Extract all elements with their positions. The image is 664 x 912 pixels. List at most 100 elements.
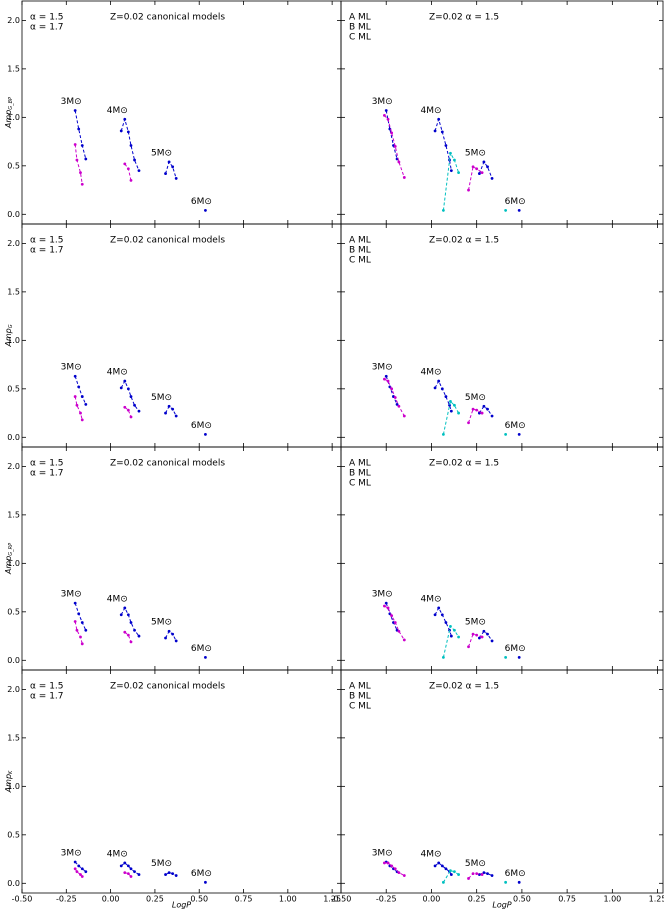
data-point xyxy=(73,601,77,605)
legend-entry: α = 1.7 xyxy=(30,469,64,479)
data-point xyxy=(129,395,133,398)
data-point xyxy=(73,395,77,398)
x-tick-label: 0.75 xyxy=(235,895,253,904)
data-point xyxy=(440,864,444,868)
legend-entry: α = 1.7 xyxy=(30,692,64,702)
mass-label: 5M⊙ xyxy=(465,148,486,158)
y-label-main: Amp xyxy=(4,556,13,575)
data-point xyxy=(475,408,479,412)
mass-label: 3M⊙ xyxy=(372,590,393,600)
mass-label: 3M⊙ xyxy=(61,590,82,600)
data-point xyxy=(123,861,127,865)
data-point xyxy=(467,188,470,192)
y-tick-label: 1.5 xyxy=(7,64,20,73)
y-tick-label: 1.0 xyxy=(7,559,20,568)
y-tick-label: 2.0 xyxy=(7,239,20,248)
x-axis-label: LogP xyxy=(172,901,191,910)
data-point xyxy=(449,634,453,638)
data-point xyxy=(471,165,475,169)
data-point xyxy=(137,409,141,413)
data-point xyxy=(123,630,127,634)
data-point xyxy=(453,628,456,632)
data-point xyxy=(449,151,452,155)
data-point xyxy=(167,629,171,633)
data-point xyxy=(449,624,452,628)
y-tick-label: 1.0 xyxy=(7,336,20,345)
data-point xyxy=(79,873,82,876)
data-point xyxy=(75,870,79,874)
data-point xyxy=(386,606,390,610)
data-point xyxy=(449,409,453,413)
mass-label: 3M⊙ xyxy=(372,363,393,373)
data-point xyxy=(448,158,451,162)
data-point xyxy=(133,870,136,874)
x-tick-label: 0.50 xyxy=(513,895,531,904)
x-tick-label: -0.50 xyxy=(331,895,352,904)
data-point xyxy=(164,411,167,415)
y-tick-label: 1.0 xyxy=(7,113,20,122)
data-point xyxy=(471,632,475,636)
y-tick-label: 0.5 xyxy=(7,384,20,393)
mass-label: 6M⊙ xyxy=(505,197,526,207)
data-point xyxy=(123,405,127,409)
data-point xyxy=(73,109,77,112)
data-point xyxy=(73,620,77,623)
panel-title: Z=0.02 α = 1.5 xyxy=(429,13,499,23)
data-point xyxy=(73,860,77,864)
data-point xyxy=(123,117,127,121)
data-point xyxy=(457,873,460,876)
data-point xyxy=(475,167,479,171)
data-point xyxy=(444,867,448,871)
data-point xyxy=(174,874,178,877)
data-point xyxy=(123,871,127,875)
data-point xyxy=(174,414,178,418)
mass-label: 4M⊙ xyxy=(107,849,128,859)
x-tick-label: 0.25 xyxy=(146,895,164,904)
y-tick-label: 0.5 xyxy=(7,161,20,170)
data-point xyxy=(504,432,508,436)
x-tick-label: 0.25 xyxy=(468,895,486,904)
data-point xyxy=(77,612,81,616)
data-point xyxy=(444,395,448,398)
data-point xyxy=(467,645,470,649)
mass-label: 4M⊙ xyxy=(107,368,128,378)
data-point xyxy=(393,867,397,871)
y-label-sub: G_RP xyxy=(8,543,14,556)
data-point xyxy=(480,171,484,175)
legend-entry: B ML xyxy=(349,246,371,256)
data-point xyxy=(444,621,448,624)
data-point xyxy=(383,861,386,865)
legend-entry: α = 1.7 xyxy=(30,23,64,33)
mass-label: 6M⊙ xyxy=(191,869,212,879)
legend-entry: C ML xyxy=(349,256,371,266)
y-label-sub: G xyxy=(8,324,14,328)
y-tick-label: 1.5 xyxy=(7,287,20,296)
data-point xyxy=(79,635,82,639)
y-tick-label: 0.0 xyxy=(7,879,20,888)
mass-label: 5M⊙ xyxy=(151,393,172,403)
mass-label: 5M⊙ xyxy=(465,393,486,403)
data-point xyxy=(204,209,207,212)
y-tick-label: 0.5 xyxy=(7,607,20,616)
data-point xyxy=(453,870,456,874)
series-line xyxy=(443,626,505,657)
data-point xyxy=(75,403,79,407)
panel-title: Z=0.02 α = 1.5 xyxy=(429,459,499,469)
data-point xyxy=(171,872,175,876)
data-point xyxy=(164,172,167,175)
data-point xyxy=(517,880,521,884)
data-point xyxy=(477,636,481,640)
data-point xyxy=(490,177,494,180)
series-line xyxy=(443,153,505,210)
data-point xyxy=(480,873,484,876)
y-tick-label: 0.5 xyxy=(7,830,20,839)
data-point xyxy=(129,867,133,871)
x-tick-label: -0.25 xyxy=(376,895,397,904)
data-point xyxy=(129,621,133,624)
data-point xyxy=(457,411,460,415)
x-tick-label: 0.50 xyxy=(190,895,208,904)
data-point xyxy=(80,144,84,147)
data-point xyxy=(77,127,81,131)
data-point xyxy=(440,387,444,391)
x-tick-label: 0.00 xyxy=(423,895,441,904)
